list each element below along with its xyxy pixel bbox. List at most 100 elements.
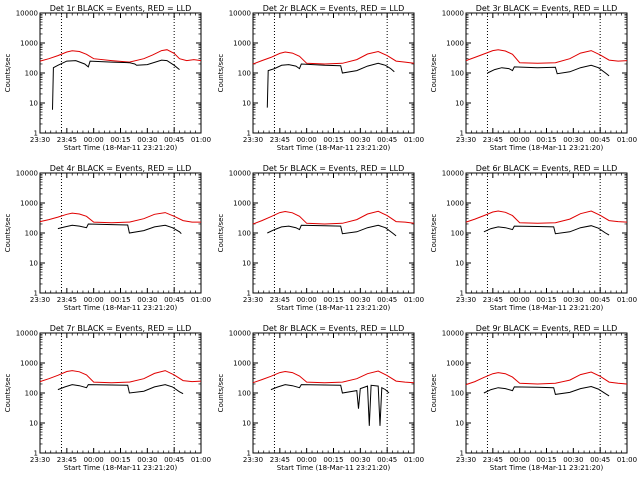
x-tick-label: 23:45 (483, 296, 503, 304)
plot-frame (252, 172, 415, 294)
panel-det-8: Det 8r BLACK = Events, RED = LLD 1 10 100 10… (217, 324, 424, 472)
y-tick-label: 10 (29, 100, 38, 108)
y-tick-label: 1000 (20, 360, 38, 368)
events-series-line (483, 385, 610, 397)
x-tick-label: 00:45 (377, 296, 397, 304)
plot-frame (252, 332, 415, 454)
panel-title: Det 4r BLACK = Events, RED = LLD (50, 164, 192, 173)
y-tick-label: 10 (242, 260, 251, 268)
plot-frame (465, 12, 628, 134)
panel-title: Det 1r BLACK = Events, RED = LLD (50, 4, 192, 13)
x-tick-label: 00:00 (510, 456, 530, 464)
panel-det-1: Det 1r BLACK = Events, RED = LLD 1 10 100 10… (4, 4, 211, 152)
x-tick-label: 00:15 (110, 296, 130, 304)
x-axis-label: Start Time (18-Mar-11 23:21:20) (277, 304, 391, 312)
x-tick-label: 01:00 (617, 296, 637, 304)
x-tick-label: 23:45 (270, 296, 290, 304)
x-tick-label: 00:15 (323, 456, 343, 464)
panel-title: Det 2r BLACK = Events, RED = LLD (263, 4, 405, 13)
y-tick-label: 100 (238, 230, 251, 238)
x-tick-label: 00:00 (84, 296, 104, 304)
y-tick-label: 1000 (446, 40, 464, 48)
plot-frame (39, 12, 202, 134)
events-series-line (52, 59, 180, 110)
x-tick-label: 23:45 (270, 456, 290, 464)
x-axis-label: Start Time (18-Mar-11 23:21:20) (64, 304, 178, 312)
y-tick-label: 1000 (20, 40, 38, 48)
events-series-line (270, 384, 390, 426)
plot-frame (39, 332, 202, 454)
y-tick-label: 10000 (16, 170, 38, 178)
panel-det-3: Det 3r BLACK = Events, RED = LLD 1 10 100 10… (430, 4, 637, 152)
y-tick-label: 10000 (442, 10, 464, 18)
y-tick-label: 10000 (229, 330, 251, 338)
panel-det-9: Det 9r BLACK = Events, RED = LLD 1 10 100 10… (430, 324, 637, 472)
x-tick-label: 00:00 (84, 136, 104, 144)
y-axis-label: Counts/sec (4, 374, 12, 413)
y-tick-label: 10 (29, 420, 38, 428)
x-axis-label: Start Time (18-Mar-11 23:21:20) (490, 304, 604, 312)
plot-frame (465, 172, 628, 294)
y-tick-label: 100 (25, 390, 38, 398)
x-tick-label: 00:30 (137, 136, 157, 144)
x-axis-label: Start Time (18-Mar-11 23:21:20) (490, 144, 604, 152)
lld-series-line (252, 370, 415, 384)
x-tick-label: 01:00 (617, 136, 637, 144)
lld-series-line (252, 50, 415, 65)
x-tick-label: 23:45 (483, 456, 503, 464)
x-tick-label: 01:00 (191, 296, 211, 304)
x-tick-label: 23:45 (483, 136, 503, 144)
y-tick-label: 10 (455, 100, 464, 108)
y-tick-label: 1 (247, 450, 251, 458)
y-tick-label: 100 (238, 390, 251, 398)
x-tick-label: 00:45 (164, 136, 184, 144)
x-tick-label: 01:00 (191, 456, 211, 464)
x-tick-label: 00:15 (323, 296, 343, 304)
x-tick-label: 00:45 (377, 136, 397, 144)
y-tick-label: 10 (242, 420, 251, 428)
y-tick-label: 100 (238, 70, 251, 78)
x-tick-label: 01:00 (617, 456, 637, 464)
x-tick-label: 00:45 (590, 136, 610, 144)
x-tick-label: 00:15 (323, 136, 343, 144)
x-tick-label: 00:00 (510, 296, 530, 304)
x-tick-label: 00:30 (137, 296, 157, 304)
x-tick-label: 23:30 (456, 136, 476, 144)
panel-det-7: Det 7r BLACK = Events, RED = LLD 1 10 100 10… (4, 324, 211, 472)
lld-series-line (465, 49, 628, 64)
x-tick-label: 23:30 (30, 296, 50, 304)
y-tick-label: 1000 (233, 200, 251, 208)
y-tick-label: 100 (451, 390, 464, 398)
y-tick-label: 1 (460, 450, 464, 458)
y-tick-label: 1 (460, 290, 464, 298)
y-tick-label: 1 (247, 130, 251, 138)
y-tick-label: 10000 (442, 330, 464, 338)
y-tick-label: 100 (25, 230, 38, 238)
y-tick-label: 10 (29, 260, 38, 268)
x-axis-label: Start Time (18-Mar-11 23:21:20) (490, 464, 604, 472)
x-tick-label: 23:30 (456, 296, 476, 304)
lld-series-line (465, 371, 628, 386)
x-axis-label: Start Time (18-Mar-11 23:21:20) (277, 464, 391, 472)
y-tick-label: 1000 (20, 200, 38, 208)
y-tick-label: 1000 (233, 40, 251, 48)
x-tick-label: 23:45 (57, 456, 77, 464)
y-tick-label: 10 (455, 420, 464, 428)
x-tick-label: 00:15 (536, 296, 556, 304)
x-tick-label: 23:30 (30, 136, 50, 144)
y-tick-label: 1 (34, 130, 38, 138)
lld-series-line (39, 370, 202, 384)
x-axis-label: Start Time (18-Mar-11 23:21:20) (64, 144, 178, 152)
events-series-line (483, 225, 610, 236)
x-axis-label: Start Time (18-Mar-11 23:21:20) (64, 464, 178, 472)
y-tick-label: 10000 (442, 170, 464, 178)
y-axis-label: Counts/sec (4, 214, 12, 253)
y-axis-label: Counts/sec (4, 54, 12, 93)
y-tick-label: 1 (34, 290, 38, 298)
x-tick-label: 00:45 (377, 456, 397, 464)
y-tick-label: 100 (451, 230, 464, 238)
x-tick-label: 00:15 (110, 136, 130, 144)
y-axis-label: Counts/sec (217, 214, 225, 253)
panel-title: Det 8r BLACK = Events, RED = LLD (263, 324, 405, 333)
